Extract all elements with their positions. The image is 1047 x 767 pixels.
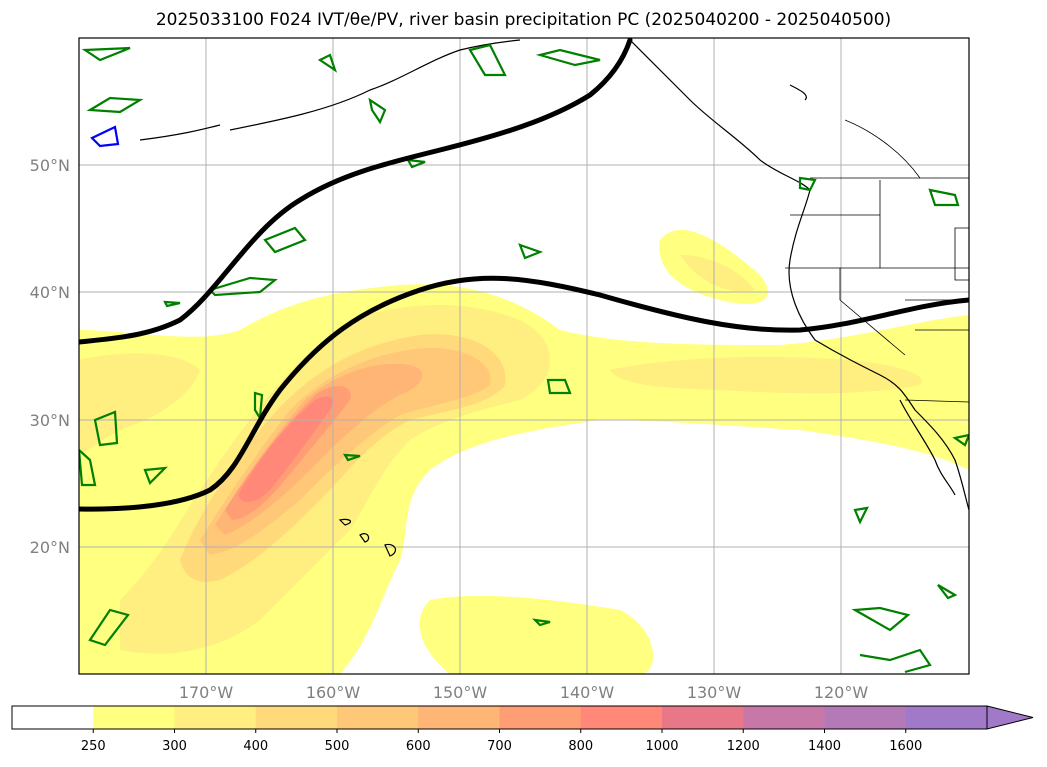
colorbar-segment	[255, 706, 338, 729]
colorbar-segment	[93, 706, 175, 729]
lat-label-50: 50°N	[30, 156, 70, 175]
colorbar-tick-label: 1200	[727, 739, 760, 754]
colorbar-tick-label: 400	[243, 739, 268, 754]
colorbar-segment	[662, 706, 744, 729]
colorbar-segment	[743, 706, 825, 729]
colorbar-tick-label: 1400	[808, 739, 841, 754]
map-frame	[78, 37, 970, 675]
lat-label-40: 40°N	[30, 283, 70, 302]
longitude-labels: 170°W 160°W 150°W 140°W 130°W 120°W	[179, 683, 869, 702]
colorbar-tick-label: 500	[325, 739, 350, 754]
colorbar-extend-arrow	[986, 705, 1034, 730]
colorbar-tick-label: 1000	[645, 739, 678, 754]
colorbar-segment	[337, 706, 419, 729]
colorbar-tick-label: 300	[162, 739, 187, 754]
colorbar-segment	[12, 706, 94, 729]
colorbar-tick-label: 800	[568, 739, 593, 754]
map-title: 2025033100 F024 IVT/θe/PV, river basin p…	[155, 10, 892, 30]
colorbar-segment	[174, 706, 257, 729]
colorbar: 250 300 400 500 600 700 800 1000 1200 1400 1600	[11, 705, 1034, 754]
state-borders	[785, 119, 969, 403]
lon-label-160w: 160°W	[306, 683, 361, 702]
lat-label-30: 30°N	[30, 411, 70, 430]
colorbar-segment	[824, 706, 907, 729]
ivt-shading	[79, 229, 969, 674]
colorbar-segment	[418, 706, 500, 729]
colorbar-tick-label: 250	[81, 739, 106, 754]
pv-contours	[79, 43, 969, 674]
colorbar-segment	[580, 706, 663, 729]
colorbar-tick-label: 600	[406, 739, 431, 754]
coastlines	[139, 39, 969, 557]
lat-label-20: 20°N	[30, 538, 70, 557]
colorbar-tick-label: 1600	[889, 739, 922, 754]
lon-label-170w: 170°W	[179, 683, 234, 702]
pv-blue-contour	[90, 125, 120, 148]
colorbar-segment	[499, 706, 582, 729]
map-panel	[79, 38, 969, 674]
lon-label-150w: 150°W	[433, 683, 488, 702]
latitude-labels: 50°N 40°N 30°N 20°N	[30, 156, 70, 557]
colorbar-segment	[905, 706, 988, 729]
theta-e-contours	[79, 38, 969, 512]
colorbar-tick-label: 700	[487, 739, 512, 754]
lon-label-140w: 140°W	[560, 683, 615, 702]
lon-label-120w: 120°W	[814, 683, 869, 702]
lon-label-130w: 130°W	[687, 683, 742, 702]
